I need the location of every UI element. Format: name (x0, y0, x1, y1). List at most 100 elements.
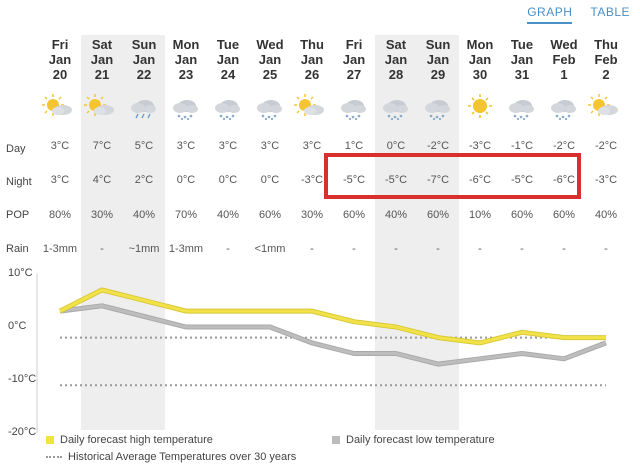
day-header-date: 26 (304, 67, 320, 82)
day-header-dow: Thu (300, 37, 324, 52)
day-header: Sun Jan 22 (123, 37, 165, 82)
legend-average-swatch (46, 456, 62, 458)
pop-value: 40% (594, 209, 618, 221)
day-header-date: 1 (560, 67, 568, 82)
pop-value: 70% (174, 209, 198, 221)
night-value: 0°C (260, 174, 280, 186)
day-header-dow: Wed (550, 37, 578, 52)
row-label-rain: Rain (6, 243, 29, 255)
day-value: 3°C (50, 140, 70, 152)
pop-value: 60% (342, 209, 366, 221)
day-header-mon: Jan (258, 52, 282, 67)
day-value: 1°C (344, 140, 364, 152)
rain-value: - (226, 243, 230, 255)
day-header-dow: Mon (466, 37, 494, 52)
day-header-date: 2 (602, 67, 610, 82)
legend-low-swatch (332, 436, 340, 444)
day-header-mon: Jan (342, 52, 366, 67)
y-tick-label: -20°C (8, 426, 37, 438)
legend-average: Historical Average Temperatures over 30 … (46, 451, 296, 463)
pop-value: 60% (258, 209, 282, 221)
night-value: 0°C (176, 174, 196, 186)
day-header-mon: Feb (552, 52, 576, 67)
day-header: Wed Jan 25 (249, 37, 291, 82)
rain-value: - (562, 243, 566, 255)
rain-value: - (352, 243, 356, 255)
day-header: Mon Jan 30 (459, 37, 501, 82)
row-label-pop: POP (6, 209, 30, 221)
day-value: 5°C (134, 140, 154, 152)
day-header-date: 23 (178, 67, 194, 82)
day-header-mon: Feb (594, 52, 618, 67)
day-header-dow: Wed (256, 37, 284, 52)
night-value: -5°C (384, 174, 408, 186)
day-header-mon: Jan (426, 52, 450, 67)
pop-value: 30% (300, 209, 324, 221)
day-header: Fri Jan 27 (333, 37, 375, 82)
row-label-night: Night (6, 176, 32, 188)
day-header-mon: Jan (468, 52, 492, 67)
day-value: -2°C (426, 140, 450, 152)
day-header: Fri Jan 20 (39, 37, 81, 82)
night-value: -5°C (342, 174, 366, 186)
day-header-mon: Jan (174, 52, 198, 67)
rain-value: ~1mm (128, 243, 160, 255)
day-header-date: 28 (388, 67, 404, 82)
night-value: -5°C (510, 174, 534, 186)
night-value: -3°C (300, 174, 324, 186)
sun-cloud-icon (585, 92, 627, 120)
day-header: Sun Jan 29 (417, 37, 459, 82)
day-value: 3°C (218, 140, 238, 152)
sun-icon (459, 92, 501, 120)
day-header: Thu Feb 2 (585, 37, 627, 82)
day-header-dow: Sat (91, 37, 113, 52)
rain-value: - (394, 243, 398, 255)
pop-value: 40% (132, 209, 156, 221)
day-value: 0°C (386, 140, 406, 152)
cloud-snow-icon (375, 92, 417, 121)
tab-graph[interactable]: GRAPH (527, 5, 573, 24)
pop-value: 10% (468, 209, 492, 221)
day-value: -1°C (510, 140, 534, 152)
cloud-snow-icon (417, 92, 459, 121)
rain-value: - (604, 243, 608, 255)
cloud-snow-icon (165, 92, 207, 121)
day-header: Tue Jan 31 (501, 37, 543, 82)
y-tick-label: -10°C (8, 373, 37, 385)
rain-value: 1-3mm (42, 243, 78, 255)
day-header-date: 20 (52, 67, 68, 82)
day-header-dow: Thu (594, 37, 618, 52)
high-temperature-line (59, 288, 606, 345)
rain-value: - (436, 243, 440, 255)
y-tick-label: 0°C (8, 320, 27, 332)
night-value: 0°C (218, 174, 238, 186)
day-header-mon: Jan (384, 52, 408, 67)
cold-nights-highlight (324, 153, 581, 199)
pop-value: 40% (216, 209, 240, 221)
rain-value: - (100, 243, 104, 255)
rain-value: - (478, 243, 482, 255)
day-header-dow: Mon (172, 37, 200, 52)
day-header-date: 25 (262, 67, 278, 82)
pop-value: 60% (552, 209, 576, 221)
day-header-date: 21 (94, 67, 110, 82)
row-label-day: Day (6, 143, 26, 155)
sun-cloud-icon (291, 92, 333, 120)
day-value: 3°C (260, 140, 280, 152)
night-value: -7°C (426, 174, 450, 186)
cloud-snow-icon (207, 92, 249, 121)
pop-value: 60% (426, 209, 450, 221)
day-header: Tue Jan 24 (207, 37, 249, 82)
tab-table[interactable]: TABLE (590, 5, 630, 19)
day-header: Wed Feb 1 (543, 37, 585, 82)
night-value: 2°C (134, 174, 154, 186)
day-header-date: 24 (220, 67, 236, 82)
cloud-rain-icon (123, 92, 165, 120)
day-header-dow: Fri (51, 37, 69, 52)
cloud-snow-icon (333, 92, 375, 121)
pop-value: 30% (90, 209, 114, 221)
legend-high: Daily forecast high temperature (46, 434, 213, 446)
cloud-snow-icon (543, 92, 585, 121)
pop-value: 60% (510, 209, 534, 221)
